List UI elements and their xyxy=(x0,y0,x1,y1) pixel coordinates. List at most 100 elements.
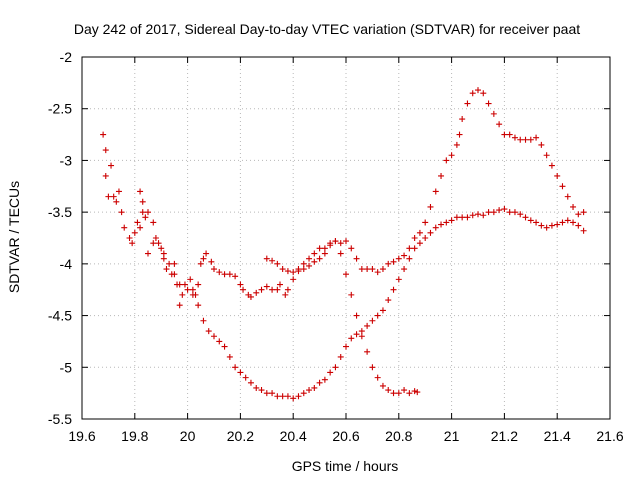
data-point xyxy=(511,134,518,141)
data-point xyxy=(300,390,307,397)
data-point xyxy=(480,90,487,97)
data-point xyxy=(406,390,413,397)
y-tick-label: -5 xyxy=(60,359,73,375)
data-point xyxy=(353,312,360,319)
data-point xyxy=(353,331,360,338)
data-point xyxy=(543,152,550,159)
data-point xyxy=(379,307,386,314)
data-point xyxy=(337,353,344,360)
data-point xyxy=(343,238,349,245)
data-point xyxy=(163,266,170,273)
data-point xyxy=(337,240,344,247)
data-point xyxy=(432,224,439,231)
data-point xyxy=(102,172,109,179)
data-point xyxy=(348,335,355,342)
data-point xyxy=(390,286,397,293)
data-point xyxy=(496,121,503,128)
data-point xyxy=(401,266,408,273)
data-point xyxy=(374,312,381,319)
data-point xyxy=(102,147,109,154)
data-point xyxy=(538,222,545,229)
data-point xyxy=(237,369,244,376)
data-point xyxy=(554,221,561,228)
data-marks xyxy=(100,87,587,402)
data-point xyxy=(385,297,392,304)
data-point xyxy=(145,250,151,257)
data-point xyxy=(348,291,355,298)
data-point xyxy=(226,353,233,360)
data-point xyxy=(274,393,281,400)
data-point xyxy=(203,250,210,257)
data-point xyxy=(575,222,582,229)
data-point xyxy=(422,235,429,241)
data-point xyxy=(160,255,167,262)
data-point xyxy=(274,260,281,267)
data-point xyxy=(374,269,381,276)
x-tick-label: 20.8 xyxy=(385,428,412,444)
data-point xyxy=(211,266,217,273)
data-point xyxy=(506,131,513,138)
data-point xyxy=(369,266,376,273)
data-point xyxy=(480,212,487,219)
data-point xyxy=(284,393,291,400)
data-point xyxy=(554,172,561,179)
data-point xyxy=(263,390,270,397)
data-point xyxy=(187,276,194,283)
data-point xyxy=(137,224,144,231)
data-point xyxy=(316,245,323,252)
data-point xyxy=(232,273,239,280)
data-point xyxy=(189,291,196,298)
data-point xyxy=(269,257,276,264)
x-tick-label: 21 xyxy=(444,428,460,444)
data-point xyxy=(166,260,173,267)
data-point xyxy=(279,393,286,400)
axis-ticks: 19.6 19.8 20 20.2 20.4 20.6 20.8 21 21.2 21.4 21.6… xyxy=(48,49,624,444)
y-tick-label: -2.5 xyxy=(48,101,72,117)
data-point xyxy=(501,131,508,138)
data-point xyxy=(247,293,254,300)
data-point xyxy=(459,116,466,123)
data-point xyxy=(570,203,577,210)
x-tick-label: 19.6 xyxy=(68,428,95,444)
data-point xyxy=(490,209,497,216)
data-point xyxy=(150,240,157,247)
data-point xyxy=(416,229,423,236)
data-point xyxy=(469,90,476,97)
data-point xyxy=(247,379,254,386)
data-point xyxy=(150,219,157,226)
x-tick-label: 20 xyxy=(180,428,196,444)
data-point xyxy=(290,276,297,283)
x-tick-label: 19.8 xyxy=(121,428,148,444)
data-point xyxy=(274,286,281,293)
data-point xyxy=(411,235,418,241)
data-point xyxy=(543,224,550,231)
data-point xyxy=(548,162,555,169)
data-point xyxy=(401,252,408,259)
x-tick-label: 21.2 xyxy=(491,428,518,444)
data-point xyxy=(200,317,207,324)
data-point xyxy=(160,250,167,257)
data-point xyxy=(453,141,460,148)
data-point xyxy=(216,269,223,276)
data-point xyxy=(364,266,371,273)
data-point xyxy=(422,219,429,226)
data-point xyxy=(115,188,122,195)
data-point xyxy=(459,214,466,221)
data-point xyxy=(306,387,313,394)
data-point xyxy=(295,268,302,275)
data-point xyxy=(533,134,540,141)
x-tick-label: 20.2 xyxy=(227,428,254,444)
data-point xyxy=(253,289,260,296)
data-point xyxy=(369,317,376,324)
data-point xyxy=(137,188,144,195)
data-point xyxy=(456,131,463,138)
y-tick-label: -2 xyxy=(60,49,73,65)
data-point xyxy=(475,87,481,94)
data-point xyxy=(145,209,151,216)
data-point xyxy=(232,364,239,371)
data-point xyxy=(575,211,582,218)
data-point xyxy=(290,395,297,402)
data-point xyxy=(240,286,247,293)
